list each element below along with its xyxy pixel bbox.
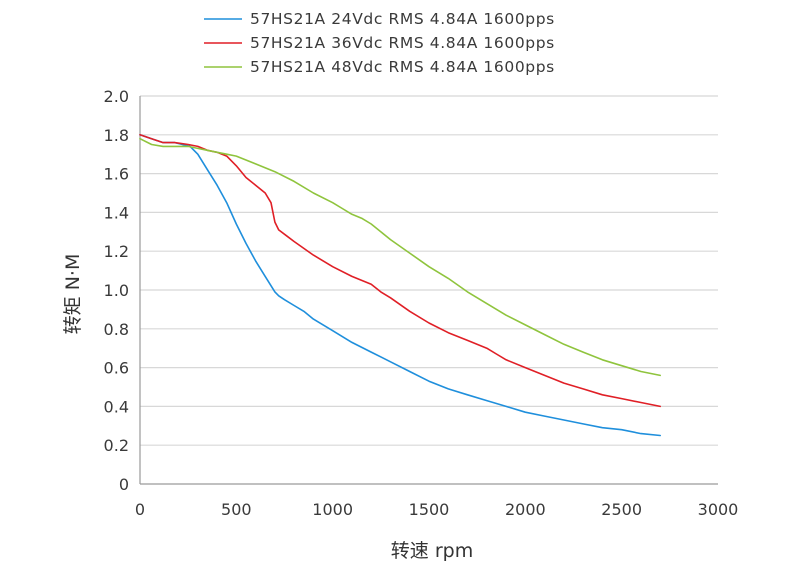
x-tick-label: 1500 <box>409 500 450 519</box>
y-tick-label: 1.4 <box>104 203 129 222</box>
legend-label-2: 57HS21A 36Vdc RMS 4.84A 1600pps <box>250 34 555 52</box>
legend-label-1: 57HS21A 24Vdc RMS 4.84A 1600pps <box>250 10 555 28</box>
legend-label-3: 57HS21A 48Vdc RMS 4.84A 1600pps <box>250 58 555 76</box>
y-tick-label: 0.6 <box>104 359 129 378</box>
x-tick-labels: 0 500 1000 1500 2000 2500 3000 <box>135 500 738 519</box>
legend: 57HS21A 24Vdc RMS 4.84A 1600pps 57HS21A 3… <box>204 10 555 76</box>
y-tick-label: 0.4 <box>104 397 129 416</box>
x-tick-label: 0 <box>135 500 145 519</box>
y-tick-label: 1.0 <box>104 281 129 300</box>
x-tick-label: 2000 <box>505 500 546 519</box>
series-line-1 <box>139 134 662 437</box>
series-lines <box>139 134 662 437</box>
x-tick-label: 1000 <box>312 500 353 519</box>
series-line-3 <box>139 137 662 377</box>
y-tick-label: 2.0 <box>104 87 129 106</box>
y-tick-label: 1.6 <box>104 165 129 184</box>
y-tick-labels: 0 0.2 0.4 0.6 0.8 1.0 1.2 1.4 1.6 1.8 2.0 <box>104 87 129 494</box>
series-line-2 <box>139 134 662 408</box>
x-axis-title: 转速 rpm <box>391 540 473 562</box>
y-gridlines <box>140 95 718 446</box>
axes <box>139 96 718 485</box>
y-tick-label: 0.8 <box>104 320 129 339</box>
x-tick-label: 500 <box>221 500 252 519</box>
y-tick-label: 0.2 <box>104 436 129 455</box>
y-tick-label: 1.2 <box>104 242 129 261</box>
x-tick-label: 2500 <box>601 500 642 519</box>
y-axis-title: 转矩 N·M <box>62 254 84 335</box>
x-tick-label: 3000 <box>698 500 739 519</box>
y-tick-label: 0 <box>119 475 129 494</box>
y-tick-label: 1.8 <box>104 126 129 145</box>
